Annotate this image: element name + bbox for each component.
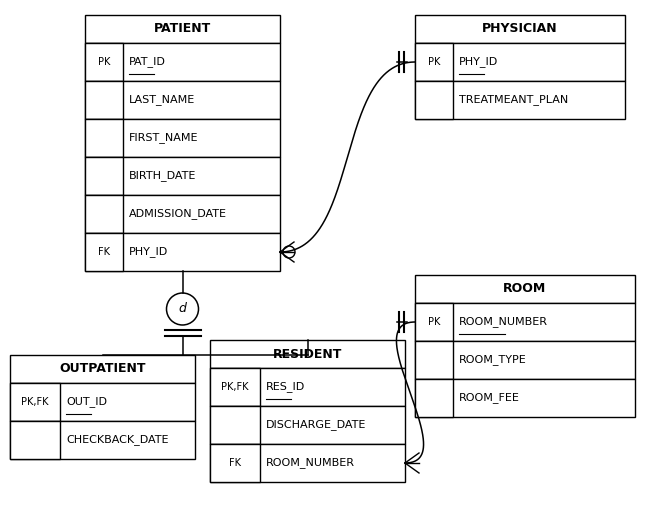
Text: PK: PK [428, 317, 440, 327]
Bar [210, 444, 405, 482]
Bar [415, 303, 635, 341]
Text: FK: FK [98, 247, 110, 257]
Text: LAST_NAME: LAST_NAME [129, 95, 195, 105]
Bar [85, 233, 123, 271]
Text: PHY_ID: PHY_ID [459, 57, 498, 67]
Bar [85, 81, 280, 119]
Text: PK: PK [98, 57, 110, 67]
Bar [85, 195, 280, 233]
Bar [85, 15, 280, 43]
Text: ROOM_TYPE: ROOM_TYPE [459, 355, 527, 365]
Text: OUT_ID: OUT_ID [66, 397, 107, 407]
Text: PK,FK: PK,FK [21, 397, 49, 407]
Text: RESIDENT: RESIDENT [273, 347, 342, 360]
Bar [85, 157, 123, 195]
Bar [210, 368, 260, 406]
Bar [210, 406, 260, 444]
Text: ADMISSION_DATE: ADMISSION_DATE [129, 208, 227, 219]
Bar [10, 421, 195, 459]
Text: PHYSICIAN: PHYSICIAN [482, 22, 558, 35]
Text: ROOM_NUMBER: ROOM_NUMBER [266, 457, 355, 469]
Bar [415, 341, 453, 379]
Text: ROOM_FEE: ROOM_FEE [459, 392, 520, 404]
Bar [10, 421, 60, 459]
Bar [415, 81, 453, 119]
Bar [85, 157, 280, 195]
Bar [85, 119, 280, 157]
Bar [210, 444, 260, 482]
Bar [85, 195, 123, 233]
Text: PHY_ID: PHY_ID [129, 246, 168, 258]
Text: FK: FK [229, 458, 241, 468]
Bar [85, 119, 123, 157]
Text: TREATMEANT_PLAN: TREATMEANT_PLAN [459, 95, 568, 105]
Text: PK,FK: PK,FK [221, 382, 249, 392]
Bar [415, 43, 625, 81]
Bar [415, 275, 635, 303]
Bar [85, 233, 280, 271]
Text: ROOM: ROOM [503, 283, 547, 295]
Text: FIRST_NAME: FIRST_NAME [129, 132, 199, 144]
Bar [415, 303, 453, 341]
Text: DISCHARGE_DATE: DISCHARGE_DATE [266, 420, 367, 430]
Text: PK: PK [428, 57, 440, 67]
Bar [210, 406, 405, 444]
Text: PATIENT: PATIENT [154, 22, 211, 35]
Bar [210, 368, 405, 406]
Bar [415, 15, 625, 43]
Bar [10, 383, 195, 421]
Bar [415, 379, 453, 417]
Bar [210, 340, 405, 368]
Bar [10, 355, 195, 383]
Text: RES_ID: RES_ID [266, 382, 305, 392]
Bar [85, 43, 280, 81]
Text: d: d [178, 303, 186, 315]
Bar [10, 383, 60, 421]
Bar [415, 341, 635, 379]
Text: BIRTH_DATE: BIRTH_DATE [129, 171, 197, 181]
Bar [85, 43, 123, 81]
Bar [415, 379, 635, 417]
Bar [415, 81, 625, 119]
Bar [415, 43, 453, 81]
Text: PAT_ID: PAT_ID [129, 57, 166, 67]
Text: OUTPATIENT: OUTPATIENT [59, 362, 146, 376]
Text: CHECKBACK_DATE: CHECKBACK_DATE [66, 434, 169, 446]
Bar [85, 81, 123, 119]
Text: ROOM_NUMBER: ROOM_NUMBER [459, 316, 548, 328]
